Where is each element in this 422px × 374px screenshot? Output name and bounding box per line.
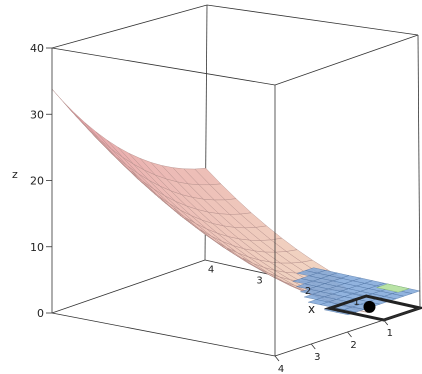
z-tick-label: 20: [30, 175, 44, 188]
box-edge: [274, 34, 419, 86]
x-axis-label: x: [308, 302, 315, 316]
x-tick-label: 2: [350, 340, 356, 351]
x-tick-mark: [347, 331, 352, 338]
plane-cell: [295, 283, 318, 290]
axis-ticks: 0 10 20 30 40 1 2 3 4 1 2 3 4: [30, 42, 393, 374]
z-axis-label: z: [12, 168, 18, 181]
surface-cell: [95, 131, 123, 158]
y-tick-label: 2: [305, 286, 311, 297]
box-edge: [51, 312, 276, 357]
surface-cell: [84, 122, 112, 150]
plane-cell: [296, 270, 318, 276]
box-edge: [51, 259, 206, 314]
z-tick-label: 30: [30, 108, 44, 121]
plane-cell: [292, 278, 314, 284]
x-tick-mark: [383, 319, 389, 326]
plane-cell: [307, 299, 329, 305]
y-tick-label: 4: [208, 265, 214, 276]
critical-point: [363, 300, 376, 313]
bounding-box-back: [51, 4, 421, 314]
box-edge: [51, 4, 208, 49]
x-tick-label: 3: [314, 352, 320, 363]
x-tick-label: 4: [278, 364, 284, 374]
surface-mesh: [51, 88, 369, 313]
x-tick-mark: [274, 355, 280, 362]
z-tick-label: 10: [30, 241, 44, 254]
surface-cell: [73, 112, 101, 141]
z-tick-label: 40: [30, 42, 44, 55]
x-tick-label: 1: [387, 328, 393, 339]
y-tick-label: 1: [353, 297, 359, 308]
box-edge: [206, 4, 419, 36]
plane-cell: [299, 288, 322, 295]
box-edge: [51, 47, 276, 86]
y-tick-label: 3: [256, 275, 262, 286]
x-tick-mark: [310, 343, 316, 350]
z-tick-label: 0: [37, 307, 44, 320]
green-patch: [375, 283, 410, 293]
plane-cell: [303, 294, 325, 300]
box-edge: [417, 34, 421, 309]
